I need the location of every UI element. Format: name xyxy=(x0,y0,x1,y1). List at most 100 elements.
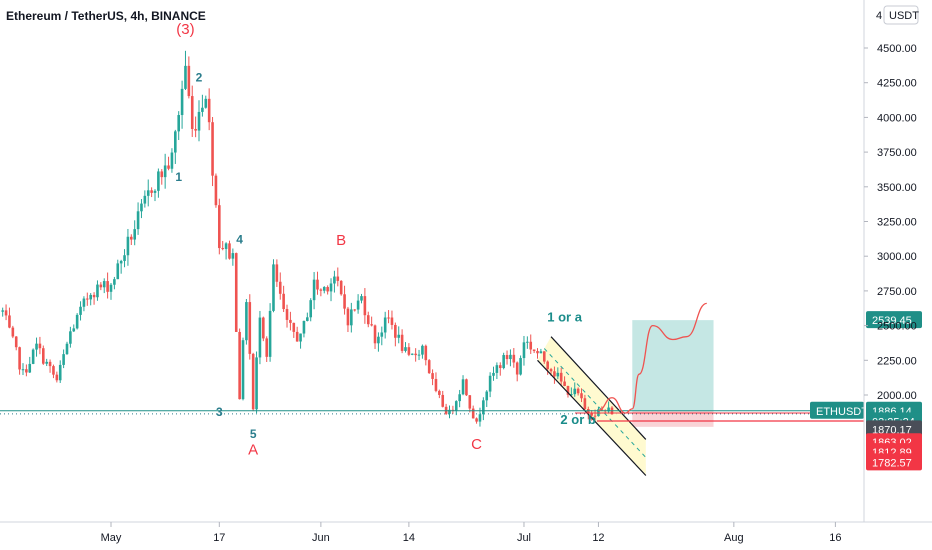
candle-body xyxy=(180,88,184,116)
candle-body xyxy=(14,336,18,348)
candle-body xyxy=(204,98,208,108)
projection-curve xyxy=(598,302,707,414)
candle-body xyxy=(89,294,92,300)
candle-body xyxy=(350,309,353,326)
candle-body xyxy=(363,296,367,316)
price-tag xyxy=(866,453,922,471)
price-tag xyxy=(810,401,864,419)
candle-body xyxy=(194,128,197,131)
candle-body xyxy=(333,276,336,284)
x-tick-label: Aug xyxy=(724,532,744,544)
candle-body xyxy=(96,284,99,298)
candle-body xyxy=(79,306,82,315)
candle-body xyxy=(471,408,475,419)
y-tick-label: 3000.00 xyxy=(877,251,917,263)
candle-body xyxy=(441,394,445,407)
candle-body xyxy=(140,203,143,212)
candle-body xyxy=(234,253,238,332)
candle-body xyxy=(28,363,32,373)
candle-body xyxy=(184,65,187,89)
channel-fill xyxy=(537,336,646,476)
candle-body xyxy=(143,195,147,204)
candle-body xyxy=(116,263,120,280)
candle-body xyxy=(522,342,526,359)
candle-body xyxy=(65,343,69,355)
candle-body xyxy=(468,395,472,409)
wave-label-red: B xyxy=(336,232,346,249)
candle-body xyxy=(136,211,140,230)
candle-body xyxy=(35,343,38,350)
candle-body xyxy=(461,379,465,395)
candle-body xyxy=(373,325,377,344)
candle-body xyxy=(458,394,461,402)
candle-body xyxy=(556,372,560,377)
wave-label-teal: 1 or a xyxy=(547,309,582,324)
candle-body xyxy=(542,351,546,362)
channel-lower-line xyxy=(537,359,647,476)
candle-body xyxy=(573,388,577,395)
candle-body xyxy=(146,190,150,196)
candle-body xyxy=(275,264,279,282)
candle-body xyxy=(102,281,106,288)
candle-body xyxy=(465,379,468,396)
y-axis-partial-label: 4 xyxy=(876,10,882,22)
wave-label-teal: 2 or b xyxy=(560,412,595,427)
candle-body xyxy=(407,347,411,355)
candle-body xyxy=(268,310,272,357)
x-tick-label: Jun xyxy=(312,532,330,544)
candle-body xyxy=(18,347,21,370)
candle-body xyxy=(72,328,76,332)
candle-body xyxy=(549,369,553,372)
candle-body xyxy=(119,260,123,264)
candle-body xyxy=(404,347,407,351)
candle-body xyxy=(454,401,458,411)
candle-body xyxy=(482,400,485,415)
channel-mid-line xyxy=(543,348,647,458)
candle-body xyxy=(167,165,170,169)
candle-body xyxy=(4,310,8,316)
candle-body xyxy=(431,373,434,379)
y-tick-label: 3250.00 xyxy=(877,217,917,229)
wave-label-red: A xyxy=(248,442,258,459)
candle-body xyxy=(495,365,499,373)
candle-body xyxy=(394,324,397,338)
candle-body xyxy=(123,255,126,261)
candle-body xyxy=(211,122,214,176)
candle-body xyxy=(570,394,573,396)
wave-label-teal: 3 xyxy=(216,405,223,419)
candle-body xyxy=(546,361,549,370)
candle-body xyxy=(397,334,401,338)
candle-body xyxy=(383,317,387,333)
candle-body xyxy=(251,353,255,410)
candle-body xyxy=(377,336,380,344)
x-tick-label: May xyxy=(101,532,122,544)
wave-label-red: C xyxy=(471,436,482,453)
candle-body xyxy=(448,409,451,414)
candle-body xyxy=(593,415,597,417)
candle-body xyxy=(566,385,570,395)
candle-body xyxy=(302,320,306,334)
candle-body xyxy=(590,412,593,416)
wave-label-teal: 1 xyxy=(175,170,182,184)
candle-body xyxy=(580,393,583,399)
candle-body xyxy=(86,298,89,300)
currency-button[interactable] xyxy=(883,5,919,25)
candle-body xyxy=(8,315,11,328)
candle-body xyxy=(278,281,282,294)
candle-body xyxy=(245,302,248,341)
candle-body xyxy=(526,341,529,343)
candle-body xyxy=(265,338,269,357)
candle-body xyxy=(492,372,495,376)
candle-body xyxy=(82,298,86,307)
candle-body xyxy=(92,294,96,298)
currency-button-label: USDT xyxy=(889,10,919,22)
candle-body xyxy=(512,354,516,363)
candle-body xyxy=(221,248,225,250)
candle-body xyxy=(157,171,160,191)
target-zone xyxy=(632,320,714,411)
candle-body xyxy=(38,343,42,349)
